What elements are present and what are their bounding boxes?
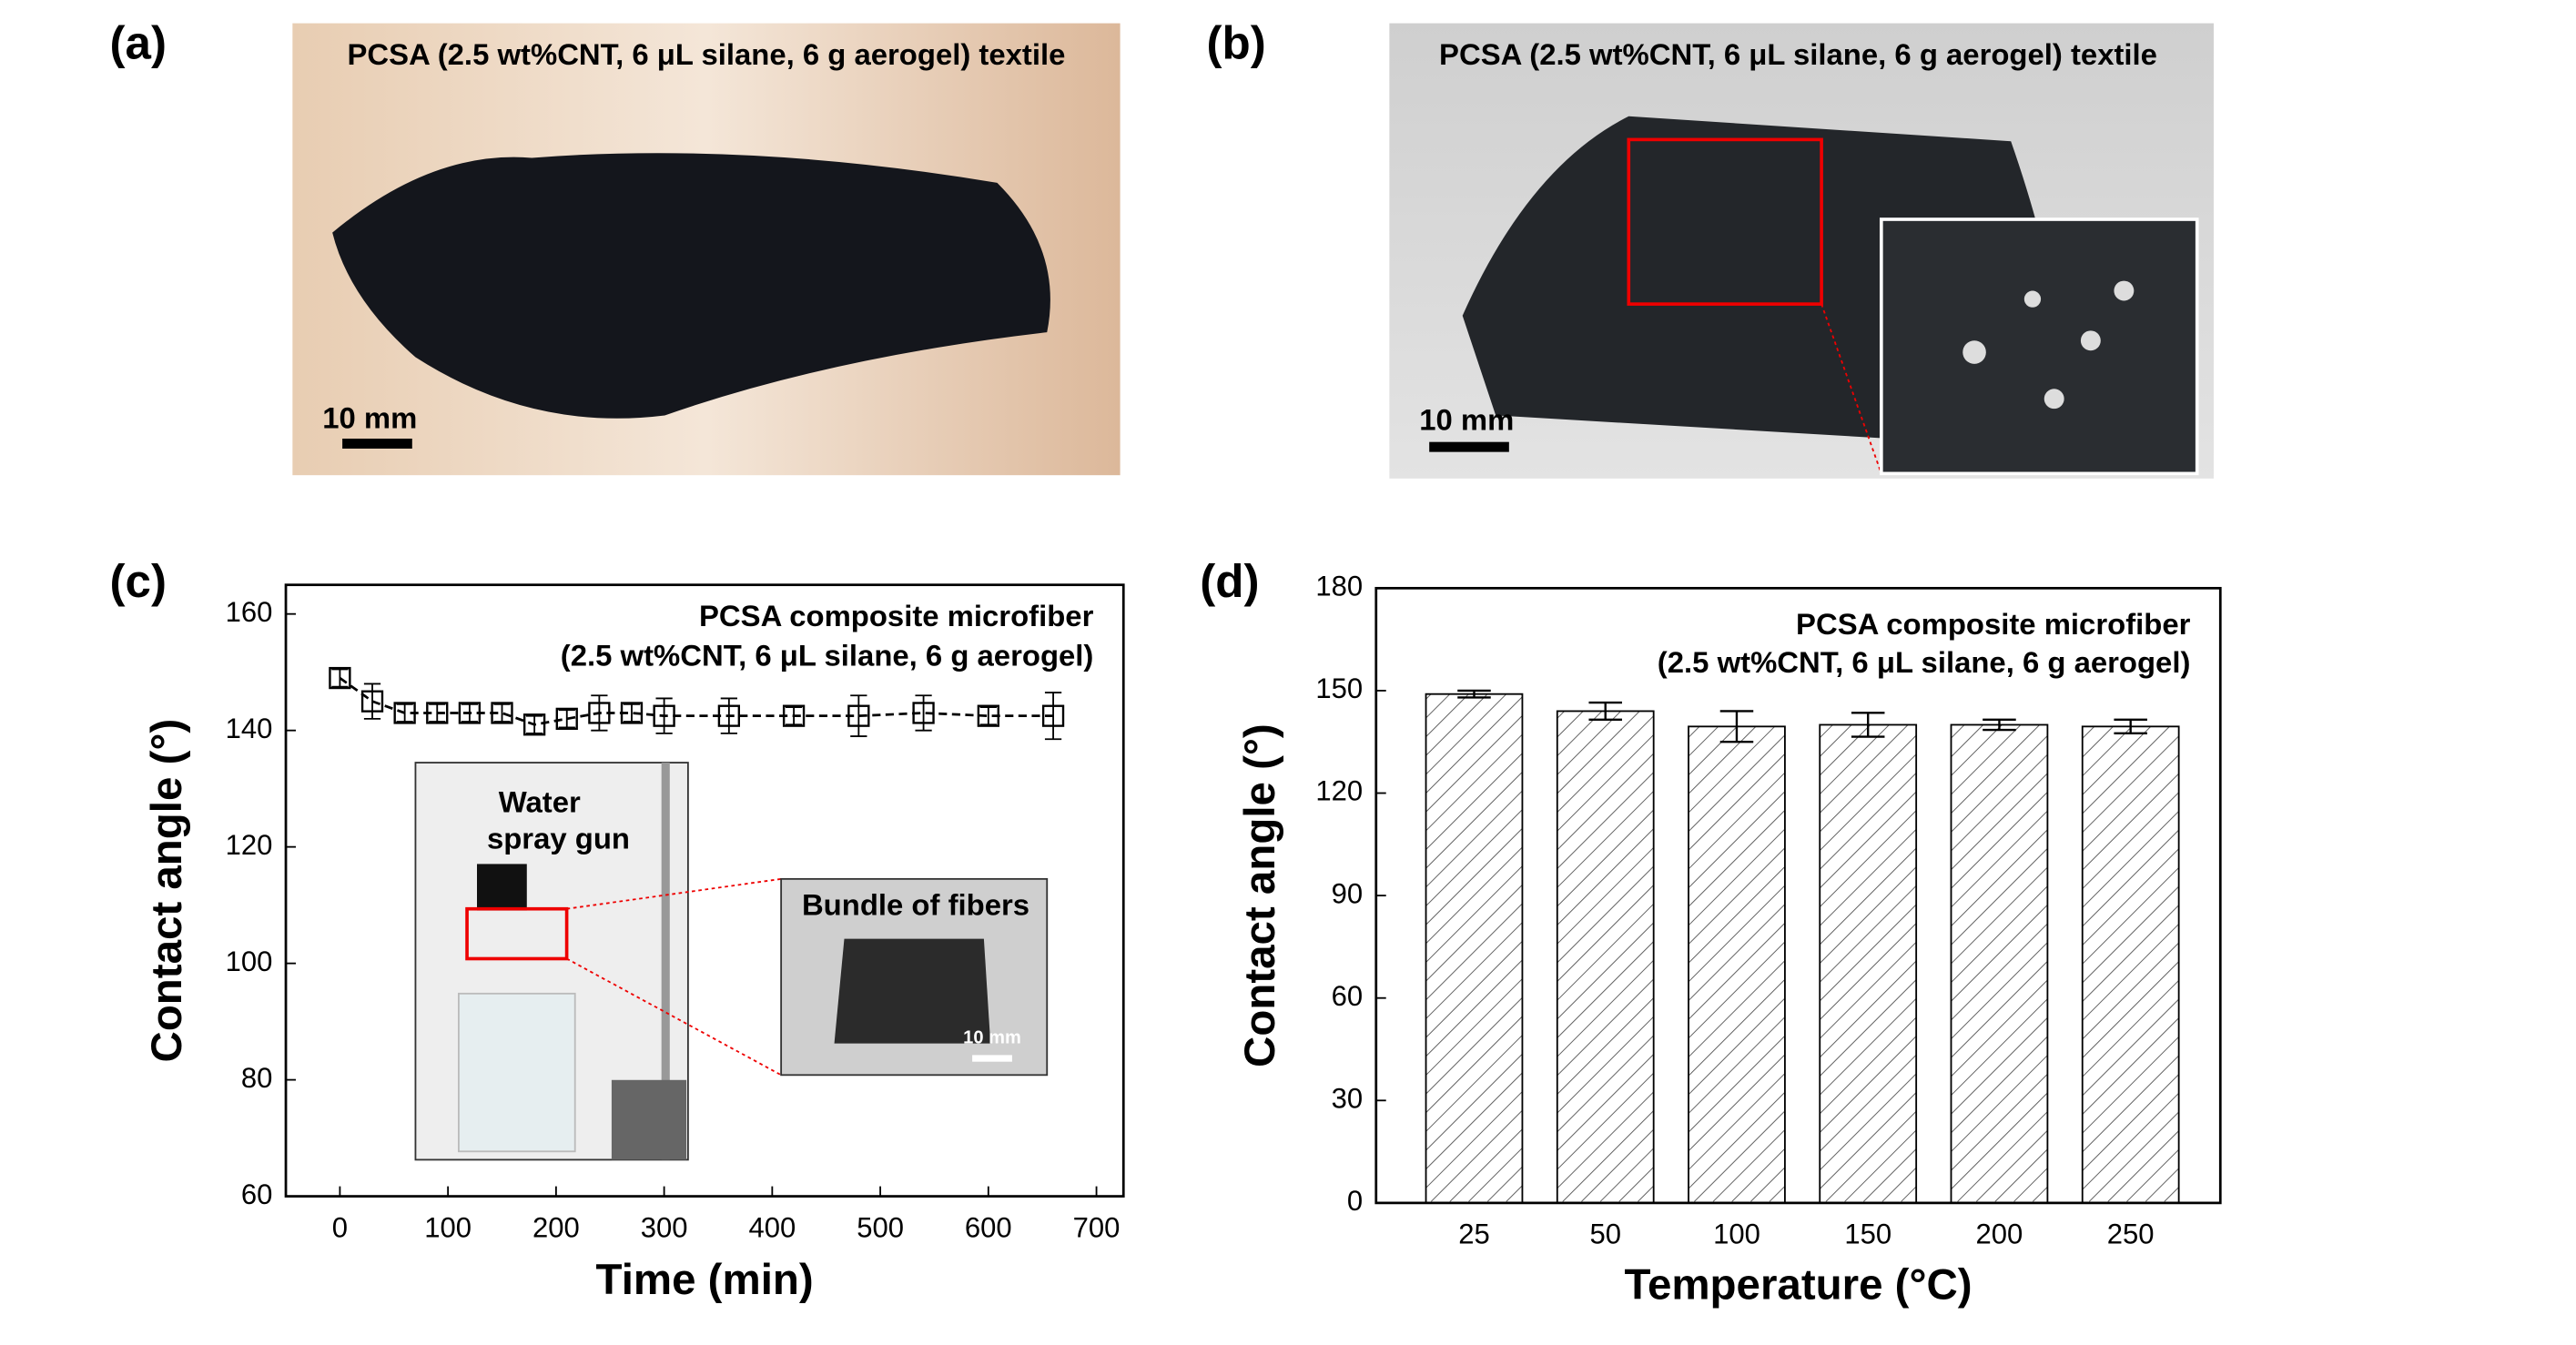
bar bbox=[1950, 723, 2049, 1204]
x-tick-label: 25 bbox=[1458, 1219, 1490, 1250]
marker bbox=[717, 704, 740, 727]
y-tick-label: 80 bbox=[241, 1062, 272, 1094]
plot-frame bbox=[284, 583, 1125, 1198]
y-tick-label: 120 bbox=[226, 829, 273, 861]
error-bar bbox=[591, 694, 608, 732]
y-tick-label: 30 bbox=[1332, 1083, 1364, 1115]
x-tick-label: 200 bbox=[532, 1211, 580, 1243]
error-bar bbox=[396, 703, 413, 723]
y-tick-label: 0 bbox=[1347, 1185, 1363, 1217]
x-axis-title: Time (min) bbox=[596, 1256, 814, 1304]
y-tick-label: 60 bbox=[1332, 980, 1364, 1012]
annotation: PCSA composite microfiber bbox=[699, 599, 1094, 632]
error-bar bbox=[1044, 692, 1062, 741]
bar bbox=[1819, 723, 1918, 1204]
scale-label: 10 mm bbox=[1419, 402, 1514, 436]
x-tick-label: 250 bbox=[2107, 1219, 2155, 1250]
y-tick-label: 150 bbox=[1315, 672, 1363, 704]
marker bbox=[329, 666, 351, 690]
inset-photo bbox=[414, 762, 1049, 1161]
error-bar bbox=[979, 706, 997, 726]
bar bbox=[1425, 693, 1524, 1204]
error-bar bbox=[720, 697, 737, 734]
inset-text: 10 mm bbox=[963, 1027, 1021, 1047]
y-tick-label: 120 bbox=[1315, 775, 1363, 807]
x-tick-label: 150 bbox=[1844, 1219, 1891, 1250]
x-tick-label: 300 bbox=[641, 1211, 688, 1243]
y-tick-label: 140 bbox=[226, 713, 273, 744]
panel-label: (c) bbox=[110, 555, 167, 607]
error-bar bbox=[1457, 689, 1491, 699]
marker bbox=[1041, 704, 1065, 727]
annotation: PCSA composite microfiber bbox=[1796, 607, 2191, 641]
inset-text: Bundle of fibers bbox=[802, 888, 1029, 922]
scale-label: 10 mm bbox=[322, 401, 417, 435]
error-bar bbox=[655, 697, 673, 734]
marker bbox=[977, 704, 999, 727]
annotation: (2.5 wt%CNT, 6 μL silane, 6 g aerogel) bbox=[1658, 645, 2191, 679]
photo-b bbox=[1389, 23, 2214, 479]
marker bbox=[912, 702, 935, 724]
marker bbox=[426, 702, 449, 724]
marker bbox=[555, 707, 578, 731]
x-tick-label: 700 bbox=[1073, 1211, 1121, 1243]
bar bbox=[1556, 710, 1655, 1204]
bar bbox=[1688, 725, 1786, 1204]
panel-label: (a) bbox=[110, 17, 167, 69]
marker bbox=[491, 702, 513, 724]
x-tick-label: 100 bbox=[1713, 1219, 1760, 1250]
x-tick-label: 400 bbox=[748, 1211, 796, 1243]
error-bar bbox=[558, 709, 575, 729]
error-bar bbox=[623, 703, 641, 723]
y-tick-label: 90 bbox=[1332, 877, 1364, 909]
x-axis-title: Temperature (°C) bbox=[1624, 1261, 1972, 1310]
panel-label: (d) bbox=[1200, 555, 1259, 607]
photo-caption: PCSA (2.5 wt%CNT, 6 μL silane, 6 g aerog… bbox=[348, 37, 1066, 71]
error-bar bbox=[331, 668, 349, 688]
y-tick-label: 100 bbox=[226, 946, 273, 977]
x-tick-label: 0 bbox=[332, 1211, 348, 1243]
x-tick-label: 600 bbox=[965, 1211, 1012, 1243]
x-tick-label: 50 bbox=[1589, 1219, 1621, 1250]
marker bbox=[458, 702, 482, 724]
panel-label: (b) bbox=[1207, 17, 1266, 69]
x-tick-label: 500 bbox=[857, 1211, 904, 1243]
error-bar bbox=[1588, 701, 1622, 722]
marker bbox=[847, 704, 870, 727]
error-bar bbox=[461, 703, 479, 723]
annotation: (2.5 wt%CNT, 6 μL silane, 6 g aerogel) bbox=[561, 639, 1094, 672]
marker bbox=[588, 702, 611, 724]
error-bar bbox=[785, 706, 803, 726]
marker bbox=[360, 690, 384, 713]
marker bbox=[782, 704, 806, 727]
error-bar bbox=[1983, 718, 2016, 732]
inset-text: Water bbox=[499, 784, 581, 818]
marker bbox=[620, 702, 644, 724]
y-tick-label: 160 bbox=[226, 596, 273, 628]
error-bar bbox=[850, 694, 867, 737]
inset-text: spray gun bbox=[487, 822, 630, 855]
error-bar bbox=[2114, 718, 2147, 735]
error-bar bbox=[1851, 712, 1885, 738]
error-bar bbox=[1719, 710, 1754, 743]
marker bbox=[393, 702, 416, 724]
error-bar bbox=[429, 703, 446, 723]
bar bbox=[2081, 725, 2180, 1204]
photo-caption: PCSA (2.5 wt%CNT, 6 μL silane, 6 g aerog… bbox=[1439, 37, 2157, 71]
marker bbox=[653, 704, 675, 727]
y-axis-title: Contact angle (°) bbox=[1236, 723, 1284, 1067]
error-bar bbox=[526, 714, 543, 734]
photo-a bbox=[292, 23, 1121, 476]
error-bar bbox=[915, 694, 932, 732]
error-bar bbox=[493, 703, 511, 723]
y-tick-label: 180 bbox=[1315, 571, 1363, 602]
y-tick-label: 60 bbox=[241, 1178, 272, 1210]
x-tick-label: 200 bbox=[1976, 1219, 2023, 1250]
error-bar bbox=[363, 683, 381, 720]
x-tick-label: 100 bbox=[424, 1211, 472, 1243]
y-axis-title: Contact angle (°) bbox=[143, 719, 191, 1063]
marker bbox=[522, 713, 546, 736]
